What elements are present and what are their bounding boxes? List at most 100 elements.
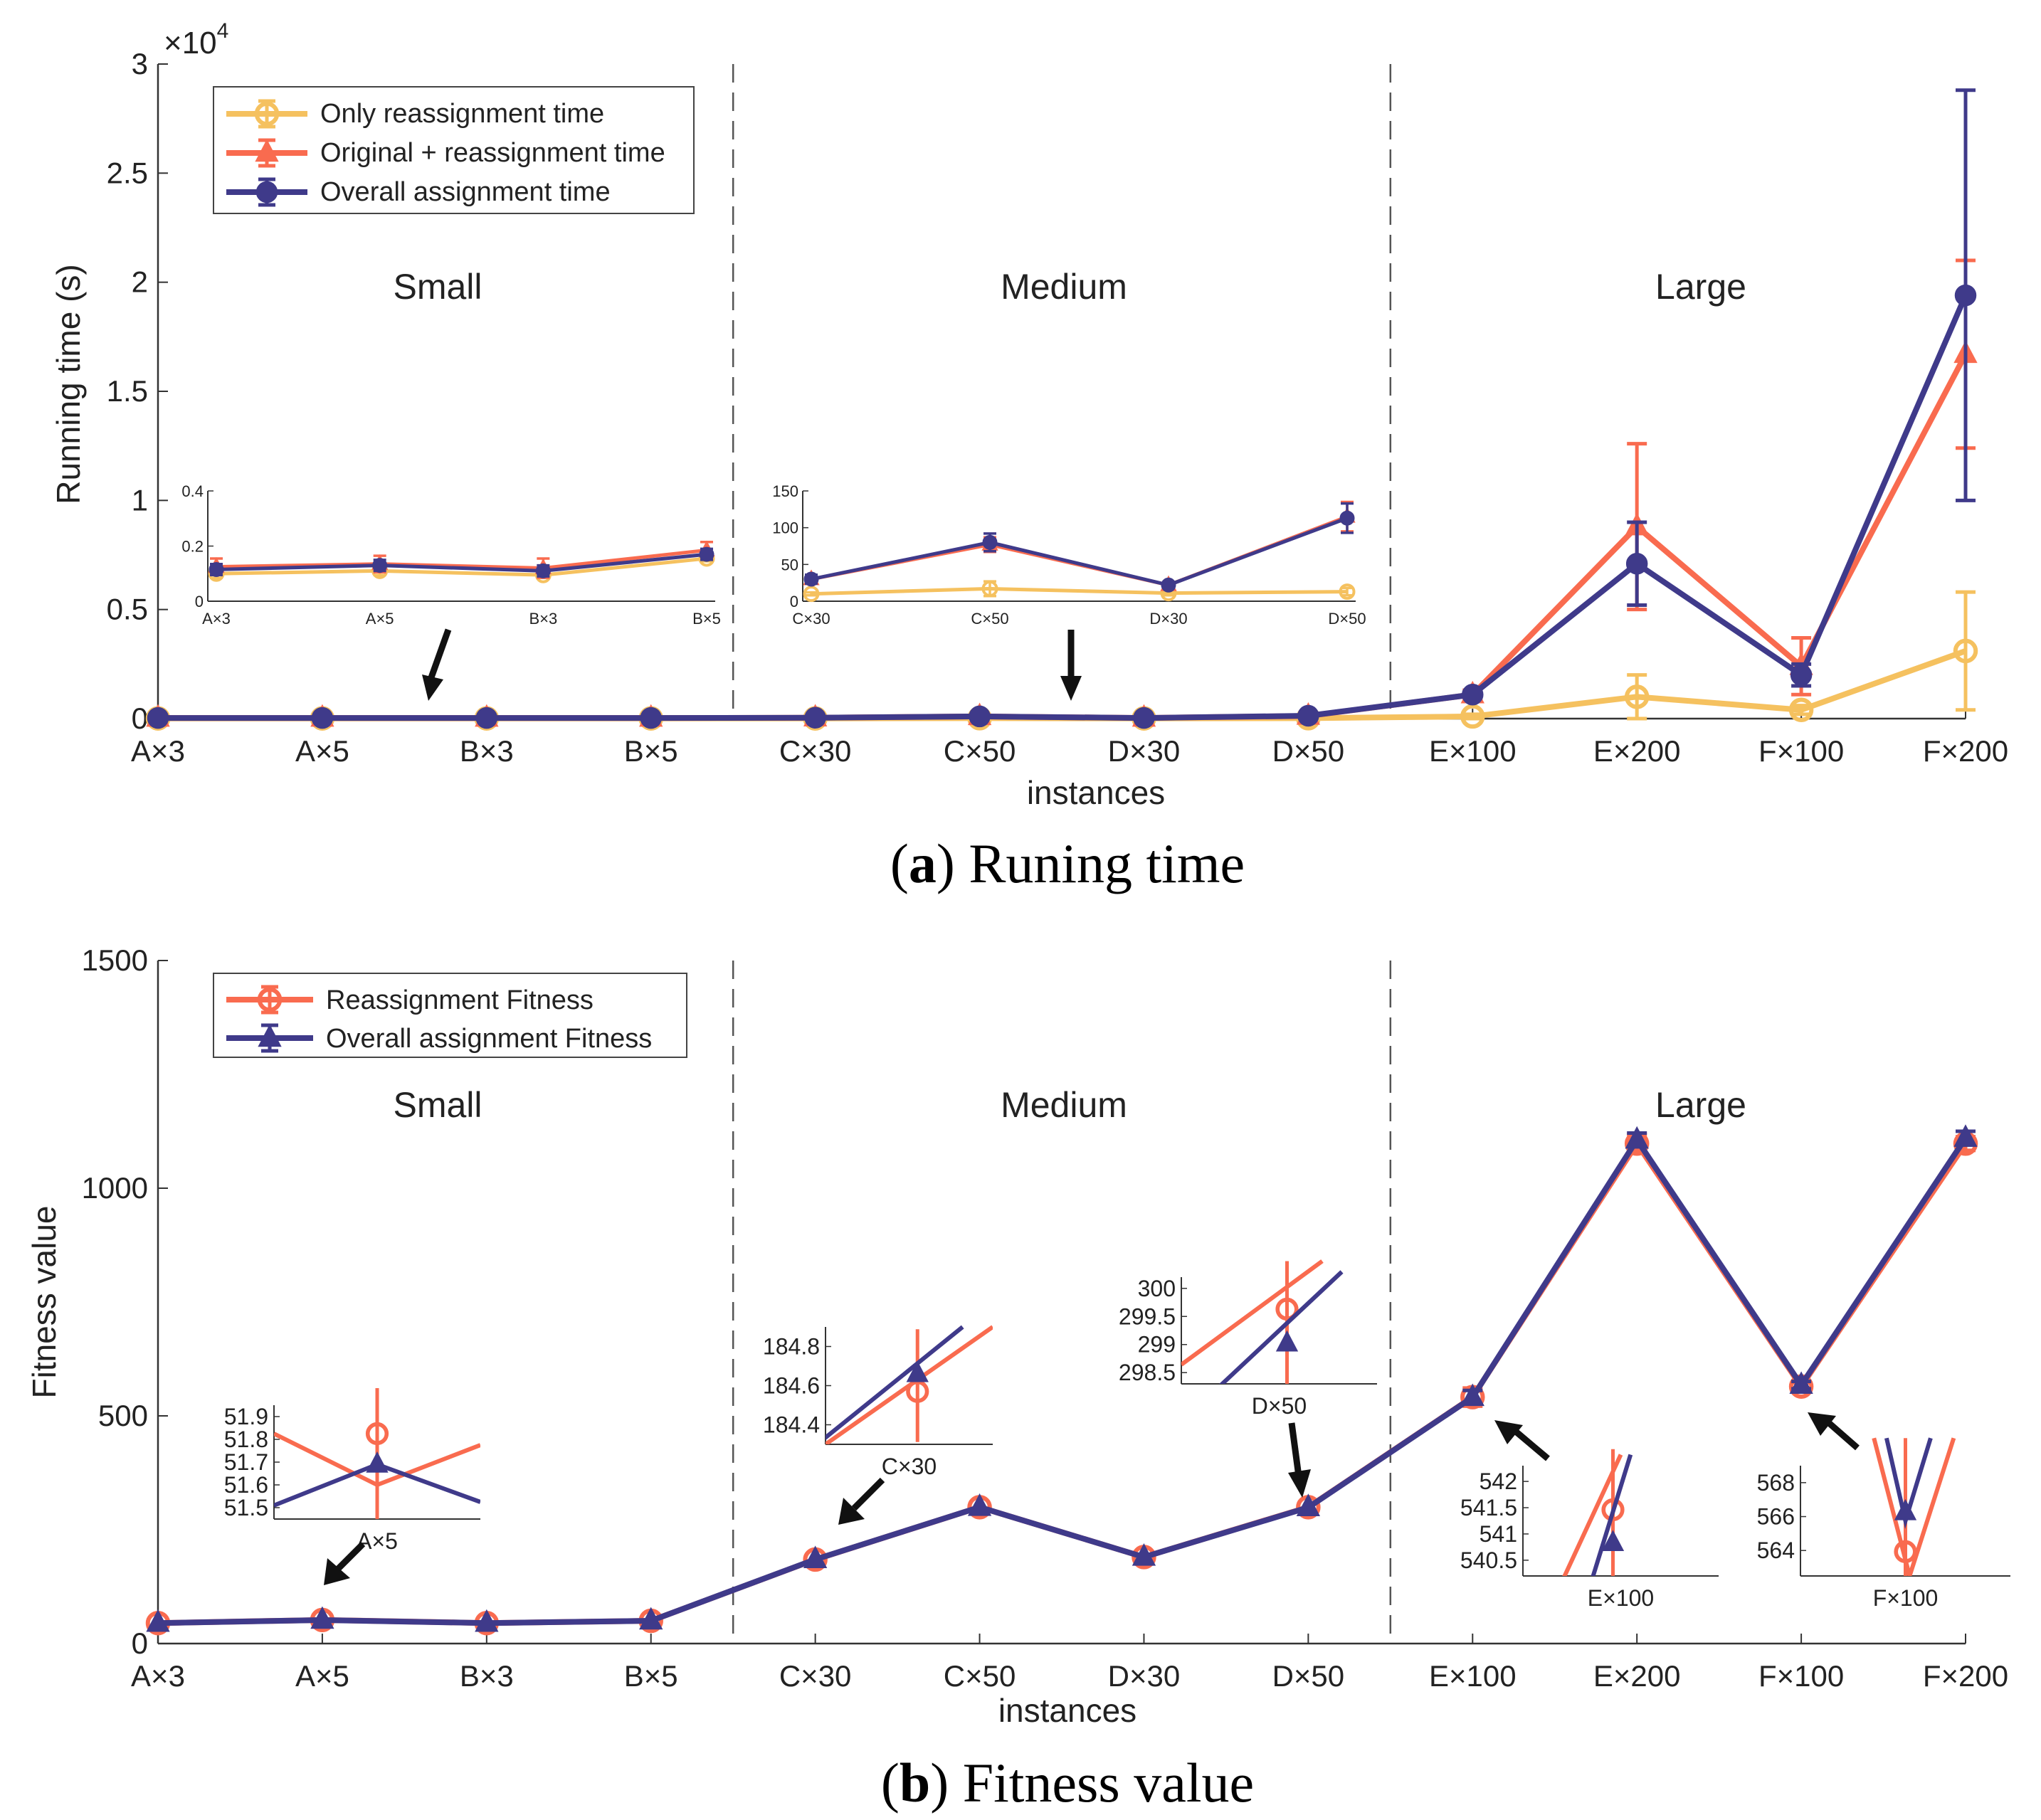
x-tick-label: A×3 <box>131 734 185 768</box>
y-tick-label: 1000 <box>82 1171 148 1205</box>
inset-data-point <box>1601 1498 1625 1522</box>
x-tick-label: A×5 <box>295 1659 349 1693</box>
data-point <box>1297 704 1319 727</box>
legend-marker <box>258 1024 282 1047</box>
inset-plot <box>274 1388 480 1519</box>
x-tick-label: F×200 <box>1923 1659 2008 1693</box>
legend: Reassignment Fitness Overall assignment … <box>213 973 687 1058</box>
caption-b: (b) Fitness value <box>881 1752 1254 1814</box>
inset-y-tick-label: 542 <box>1480 1469 1517 1494</box>
inset-series-line <box>216 548 707 571</box>
legend-entry-only-reassignment: Only reassignment time <box>320 99 604 129</box>
data-point <box>1625 553 1648 575</box>
inset-series-line <box>1591 1454 1633 1576</box>
x-tick-label: A×5 <box>295 734 349 768</box>
inset-data-point <box>982 534 998 550</box>
data-point <box>1954 284 1977 307</box>
x-tick-label: E×100 <box>1429 1659 1517 1693</box>
inset-y-tick-label: 51.8 <box>224 1427 268 1452</box>
inset-medium-instances: 0 50 100 150 C×30 C×50 D×30 D×50 <box>772 482 1366 628</box>
inset-y-tick-label: 566 <box>1757 1504 1795 1530</box>
zoom-insets: 51.551.651.751.851.9 A×5 184.4 184.6 184.8 C×… <box>224 1259 2010 1611</box>
series-line <box>157 1141 1968 1626</box>
inset-y-tick-label: 300 <box>1138 1276 1176 1301</box>
y-axis-label: Fitness value <box>26 1205 63 1398</box>
inset-data-point <box>365 1422 389 1446</box>
legend-marker <box>254 101 280 127</box>
x-tick-label: D×50 <box>1272 1659 1345 1693</box>
data-point <box>310 1606 334 1629</box>
inset-y-tick-label: 540.5 <box>1460 1547 1517 1573</box>
inset-series-line <box>811 516 1348 587</box>
inset-series-line <box>1181 1259 1324 1367</box>
data-point <box>1789 1371 1813 1395</box>
series-group <box>145 88 1978 731</box>
inset-y-tick-label: 568 <box>1757 1470 1795 1496</box>
x-tick-label: D×50 <box>1272 734 1345 768</box>
inset-x-label: E×100 <box>1588 1585 1654 1611</box>
zoom-inset-C×30: 184.4 184.6 184.8 C×30 <box>763 1325 993 1479</box>
x-tick-label: F×100 <box>1758 1659 1844 1693</box>
inset-x-tick-label: A×3 <box>202 610 231 628</box>
inset-data-point <box>981 580 998 597</box>
x-tick-label: B×5 <box>624 1659 678 1693</box>
inset-plot <box>1562 1449 1633 1576</box>
region-dividers <box>732 961 1392 1644</box>
chart-b-fitness-value: 0 500 1000 1500 A×3 A×5 B×3 B×5 C×30 C×50 D×30 D×50… <box>26 943 2010 1814</box>
data-point <box>146 1609 170 1632</box>
legend: Only reassignment time Original + reassi… <box>213 86 695 214</box>
series-group <box>145 1124 1978 1636</box>
axes: 0 0.5 1 1.5 2 2.5 3 A×3 A×5 B×3 B×5 C×30 C×50 D×30 D×5… <box>107 47 2009 768</box>
x-tick-label: B×3 <box>460 1659 514 1693</box>
x-tick-label: B×5 <box>624 734 678 768</box>
region-label-small: Small <box>393 267 482 307</box>
x-axis-label: instances <box>1027 774 1165 811</box>
x-tick-label: F×200 <box>1923 734 2008 768</box>
region-dividers <box>732 64 1392 719</box>
data-point <box>475 707 498 729</box>
region-label-medium: Medium <box>1001 1085 1127 1125</box>
inset-x-label: F×100 <box>1873 1585 1939 1611</box>
y-tick-label: 0 <box>132 1626 148 1660</box>
data-point <box>147 707 169 729</box>
inset-data-point <box>803 586 820 603</box>
x-tick-label: E×200 <box>1593 734 1681 768</box>
inset-y-tick-label: 541.5 <box>1460 1495 1517 1520</box>
inset-data-point <box>209 561 224 577</box>
x-axis-label: instances <box>998 1692 1136 1729</box>
y-tick-label: 500 <box>98 1399 148 1432</box>
inset-data-point <box>1601 1530 1625 1551</box>
data-point <box>640 707 662 729</box>
y-tick-label: 0.5 <box>107 593 148 626</box>
inset-x-label: D×50 <box>1252 1393 1307 1419</box>
y-tick-label: 2 <box>132 265 148 299</box>
data-point <box>803 1545 828 1569</box>
inset-series-line <box>1562 1454 1623 1576</box>
x-tick-label: E×200 <box>1593 1659 1681 1693</box>
region-label-large: Large <box>1655 1085 1746 1125</box>
inset-plot <box>1181 1259 1344 1384</box>
inset-y-tick-label: 564 <box>1757 1538 1795 1563</box>
legend-marker <box>255 181 278 203</box>
data-point <box>639 1607 663 1630</box>
x-tick-label: C×50 <box>944 1659 1016 1693</box>
inset-plot <box>826 1325 993 1444</box>
data-point <box>1296 1493 1321 1516</box>
inset-y-tick-label: 100 <box>772 519 798 537</box>
data-point <box>969 705 991 728</box>
inset-data-point <box>1339 510 1355 526</box>
data-point <box>311 707 334 729</box>
data-point <box>1460 1383 1484 1407</box>
caption-a: (a) Runing time <box>890 832 1245 894</box>
inset-data-point <box>906 1360 929 1382</box>
inset-y-tick-label: 0 <box>790 593 798 610</box>
series-2 <box>147 88 1977 729</box>
y-tick-label: 3 <box>132 47 148 80</box>
inset-y-tick-label: 50 <box>781 556 798 573</box>
legend-entry-original-reassignment: Original + reassignment time <box>320 138 665 168</box>
inset-x-tick-label: B×5 <box>692 610 721 628</box>
data-point <box>1132 1543 1156 1566</box>
inset-y-tick-label: 0 <box>195 593 204 610</box>
inset-data-point <box>1161 577 1176 593</box>
